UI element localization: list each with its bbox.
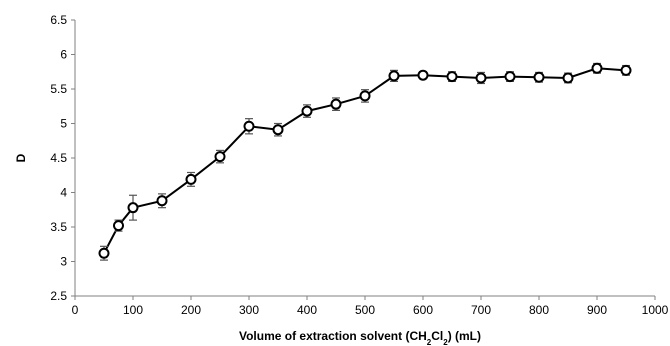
data-point	[533, 71, 545, 83]
x-tick-label: 800	[529, 303, 549, 317]
data-point	[359, 90, 371, 102]
y-tick-label: 4.5	[50, 151, 67, 165]
y-tick-label: 3.5	[50, 220, 67, 234]
data-point	[446, 71, 458, 83]
data-point	[98, 247, 110, 259]
axis-titles: Volume of extraction solvent (CH2Cl2) (m…	[14, 153, 481, 346]
y-tick-label: 4	[60, 186, 67, 200]
x-tick-label: 900	[587, 303, 607, 317]
x-tick-label: 700	[471, 303, 491, 317]
x-tick-label: 300	[239, 303, 259, 317]
y-tick-label: 6.5	[50, 13, 67, 27]
data-point	[620, 64, 632, 76]
data-point	[156, 195, 168, 207]
y-tick-label: 2.5	[50, 289, 67, 303]
x-tick-label: 200	[181, 303, 201, 317]
data-point	[562, 72, 574, 84]
data-point	[388, 70, 400, 82]
data-marks	[98, 62, 632, 261]
data-point	[113, 220, 124, 232]
y-axis-title: D	[14, 153, 28, 162]
data-point	[214, 151, 226, 163]
x-axis-title: Volume of extraction solvent (CH2Cl2) (m…	[239, 329, 481, 346]
axes: 2.5 3 3.5 4 4.5 5 5.5 6 6.5 0 100 200 300 400 500 600 70…	[50, 13, 668, 317]
x-tick-label: 1000	[642, 303, 669, 317]
x-tick-label: 400	[297, 303, 317, 317]
x-tick-label: 500	[355, 303, 375, 317]
data-point	[330, 98, 342, 110]
x-tick-label: 600	[413, 303, 433, 317]
data-point	[475, 72, 487, 84]
y-tick-label: 3	[60, 255, 67, 269]
y-tick-label: 5.5	[50, 82, 67, 96]
y-tick-label: 6	[60, 48, 67, 62]
data-point	[591, 62, 603, 74]
data-point	[243, 120, 255, 132]
x-tick-label: 100	[123, 303, 143, 317]
data-point	[301, 105, 313, 117]
x-tick-label: 0	[72, 303, 79, 317]
data-point	[185, 173, 197, 185]
data-point	[127, 202, 139, 214]
y-tick-label: 5	[60, 117, 67, 131]
data-point	[504, 71, 516, 83]
data-point	[417, 69, 429, 81]
data-point	[272, 124, 284, 136]
